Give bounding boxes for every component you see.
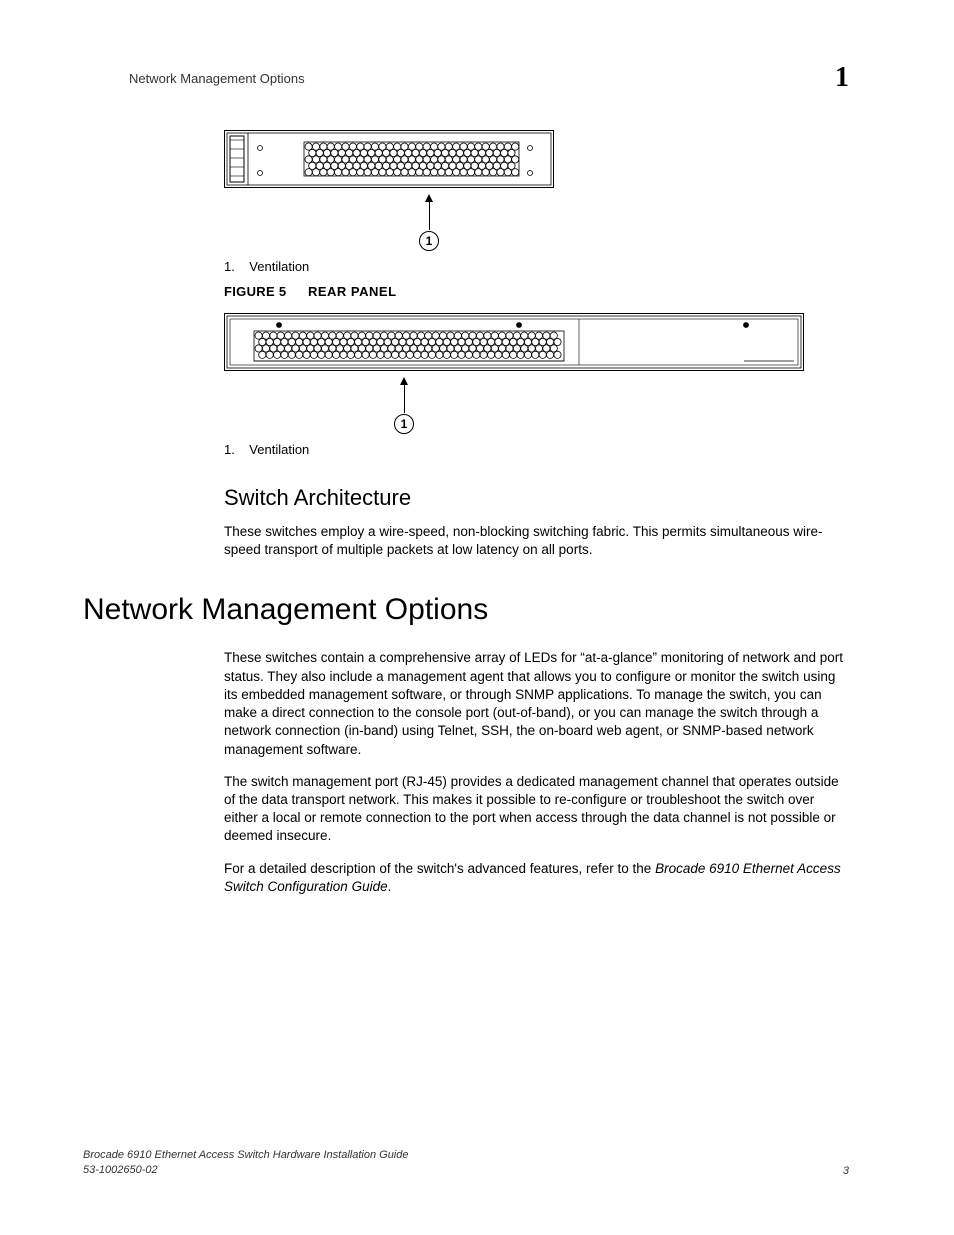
figure4-legend: 1. Ventilation bbox=[224, 259, 849, 274]
footer-line2: 53-1002650-02 bbox=[83, 1163, 409, 1177]
legend-text: Ventilation bbox=[249, 442, 309, 457]
legend-text: Ventilation bbox=[249, 259, 309, 274]
figure4-callout: 1 bbox=[224, 194, 849, 251]
switch-arch-para: These switches employ a wire-speed, non-… bbox=[224, 523, 849, 559]
header-title: Network Management Options bbox=[129, 71, 305, 86]
figure-title: REAR PANEL bbox=[308, 284, 397, 299]
content-area: 1 1. Ventilation FIGURE 5 REAR PANEL 1 1… bbox=[129, 130, 849, 910]
figure5-legend: 1. Ventilation bbox=[224, 442, 849, 457]
figure-label: FIGURE 5 bbox=[224, 284, 286, 299]
switch-arch-heading: Switch Architecture bbox=[224, 485, 849, 511]
figure5-caption: FIGURE 5 REAR PANEL bbox=[224, 284, 849, 299]
footer-line1: Brocade 6910 Ethernet Access Switch Hard… bbox=[83, 1148, 409, 1162]
rear-panel-diagram bbox=[224, 313, 804, 371]
chapter-number: 1 bbox=[835, 62, 849, 94]
figure4-block: 1 1. Ventilation FIGURE 5 REAR PANEL bbox=[224, 130, 849, 299]
nmo-para3: For a detailed description of the switch… bbox=[224, 860, 849, 896]
callout-arrow: 1 bbox=[419, 194, 439, 251]
arrow-line bbox=[404, 385, 405, 413]
nmo-para2: The switch management port (RJ-45) provi… bbox=[224, 773, 849, 846]
figure5-image bbox=[224, 313, 849, 371]
legend-num: 1. bbox=[224, 442, 235, 457]
para3-suffix: . bbox=[388, 879, 392, 894]
legend-num: 1. bbox=[224, 259, 235, 274]
side-panel-diagram bbox=[224, 130, 554, 188]
figure4-image bbox=[224, 130, 849, 188]
page-header: Network Management Options 1 bbox=[129, 62, 849, 94]
page-footer: Brocade 6910 Ethernet Access Switch Hard… bbox=[83, 1148, 849, 1177]
arrow-head-icon bbox=[400, 377, 408, 385]
para3-prefix: For a detailed description of the switch… bbox=[224, 861, 655, 876]
figure5-block: 1 1. Ventilation bbox=[224, 313, 849, 457]
footer-page: 3 bbox=[843, 1165, 849, 1177]
nmo-para1: These switches contain a comprehensive a… bbox=[224, 649, 849, 758]
footer-left: Brocade 6910 Ethernet Access Switch Hard… bbox=[83, 1148, 409, 1177]
figure5-callout: 1 bbox=[224, 377, 849, 434]
callout-circle: 1 bbox=[419, 231, 439, 251]
callout-arrow: 1 bbox=[394, 377, 414, 434]
arrow-line bbox=[429, 202, 430, 230]
callout-circle: 1 bbox=[394, 414, 414, 434]
arrow-head-icon bbox=[425, 194, 433, 202]
nmo-heading: Network Management Options bbox=[83, 593, 849, 627]
